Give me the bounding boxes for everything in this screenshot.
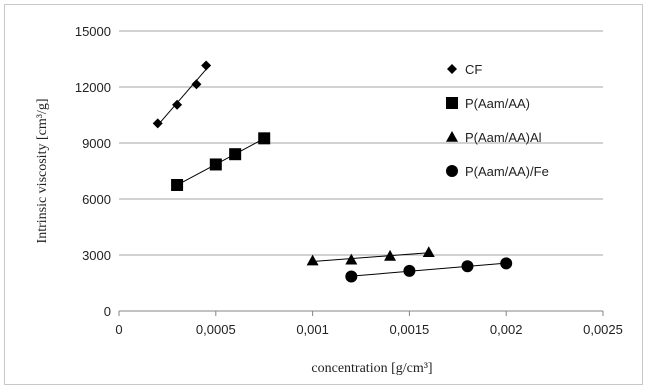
trendline-circle bbox=[351, 262, 507, 277]
legend-marker-triangle bbox=[446, 131, 458, 142]
data-point-triangle bbox=[306, 254, 319, 266]
data-point-square bbox=[229, 148, 242, 161]
legend-label: P(Aam/AA)/Fe bbox=[465, 164, 549, 179]
x-tick-label: 0,0015 bbox=[390, 322, 430, 337]
legend-marker-square bbox=[446, 97, 458, 109]
data-point-square bbox=[258, 132, 271, 145]
legend: CF P(Aam/AA) P(Aam/AA)Al P(Aam/AA)/Fe bbox=[446, 62, 549, 179]
axes bbox=[118, 310, 604, 316]
y-tick-label: 12000 bbox=[75, 80, 111, 95]
y-tick-label: 0 bbox=[104, 304, 111, 319]
data-point-diamond bbox=[201, 60, 212, 71]
y-axis-title: Intrinsic viscosity [cm³/g] bbox=[35, 99, 50, 244]
data-point-triangle bbox=[384, 249, 397, 261]
tick-labels: 0 3000 6000 9000 12000 15000 0 0,0005 0,001 0,001… bbox=[75, 24, 623, 337]
y-tick-label: 9000 bbox=[82, 136, 111, 151]
trendline-diamond bbox=[157, 68, 207, 126]
data-point-circle bbox=[461, 260, 474, 273]
x-tick-label: 0,001 bbox=[296, 322, 329, 337]
x-axis-title: concentration [g/cm³] bbox=[311, 361, 432, 376]
x-tick-label: 0,002 bbox=[490, 322, 523, 337]
data-point-triangle bbox=[345, 253, 358, 265]
data-point-circle bbox=[403, 264, 416, 277]
x-tick-label: 0,0025 bbox=[583, 322, 623, 337]
legend-label: P(Aam/AA) bbox=[465, 96, 530, 111]
data-point-diamond bbox=[191, 79, 202, 90]
gridlines bbox=[119, 30, 603, 256]
y-tick-label: 15000 bbox=[75, 24, 111, 39]
x-tick-label: 0 bbox=[115, 322, 122, 337]
y-tick-label: 3000 bbox=[82, 248, 111, 263]
data-point-circle bbox=[500, 257, 513, 270]
x-tick-label: 0,0005 bbox=[196, 322, 236, 337]
trendline-triangle bbox=[312, 252, 429, 262]
data-point-circle bbox=[345, 270, 358, 283]
data-point-diamond bbox=[152, 118, 163, 129]
data-point-diamond bbox=[172, 99, 183, 110]
y-tick-label: 6000 bbox=[82, 192, 111, 207]
data-points bbox=[152, 60, 513, 283]
chart-frame bbox=[4, 4, 643, 385]
data-point-square bbox=[209, 158, 222, 171]
legend-marker-circle bbox=[446, 165, 458, 177]
legend-label: P(Aam/AA)Al bbox=[465, 130, 542, 145]
data-point-square bbox=[171, 179, 184, 191]
data-point-triangle bbox=[422, 246, 435, 257]
legend-marker-diamond bbox=[447, 64, 457, 74]
legend-label: CF bbox=[465, 62, 482, 77]
